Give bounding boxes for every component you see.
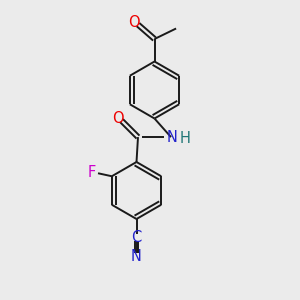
Text: H: H [180,131,191,146]
Text: F: F [87,165,95,180]
Text: N: N [131,249,142,264]
Text: C: C [131,230,142,245]
Text: N: N [167,130,177,145]
Text: O: O [128,15,139,30]
Text: O: O [112,111,123,126]
